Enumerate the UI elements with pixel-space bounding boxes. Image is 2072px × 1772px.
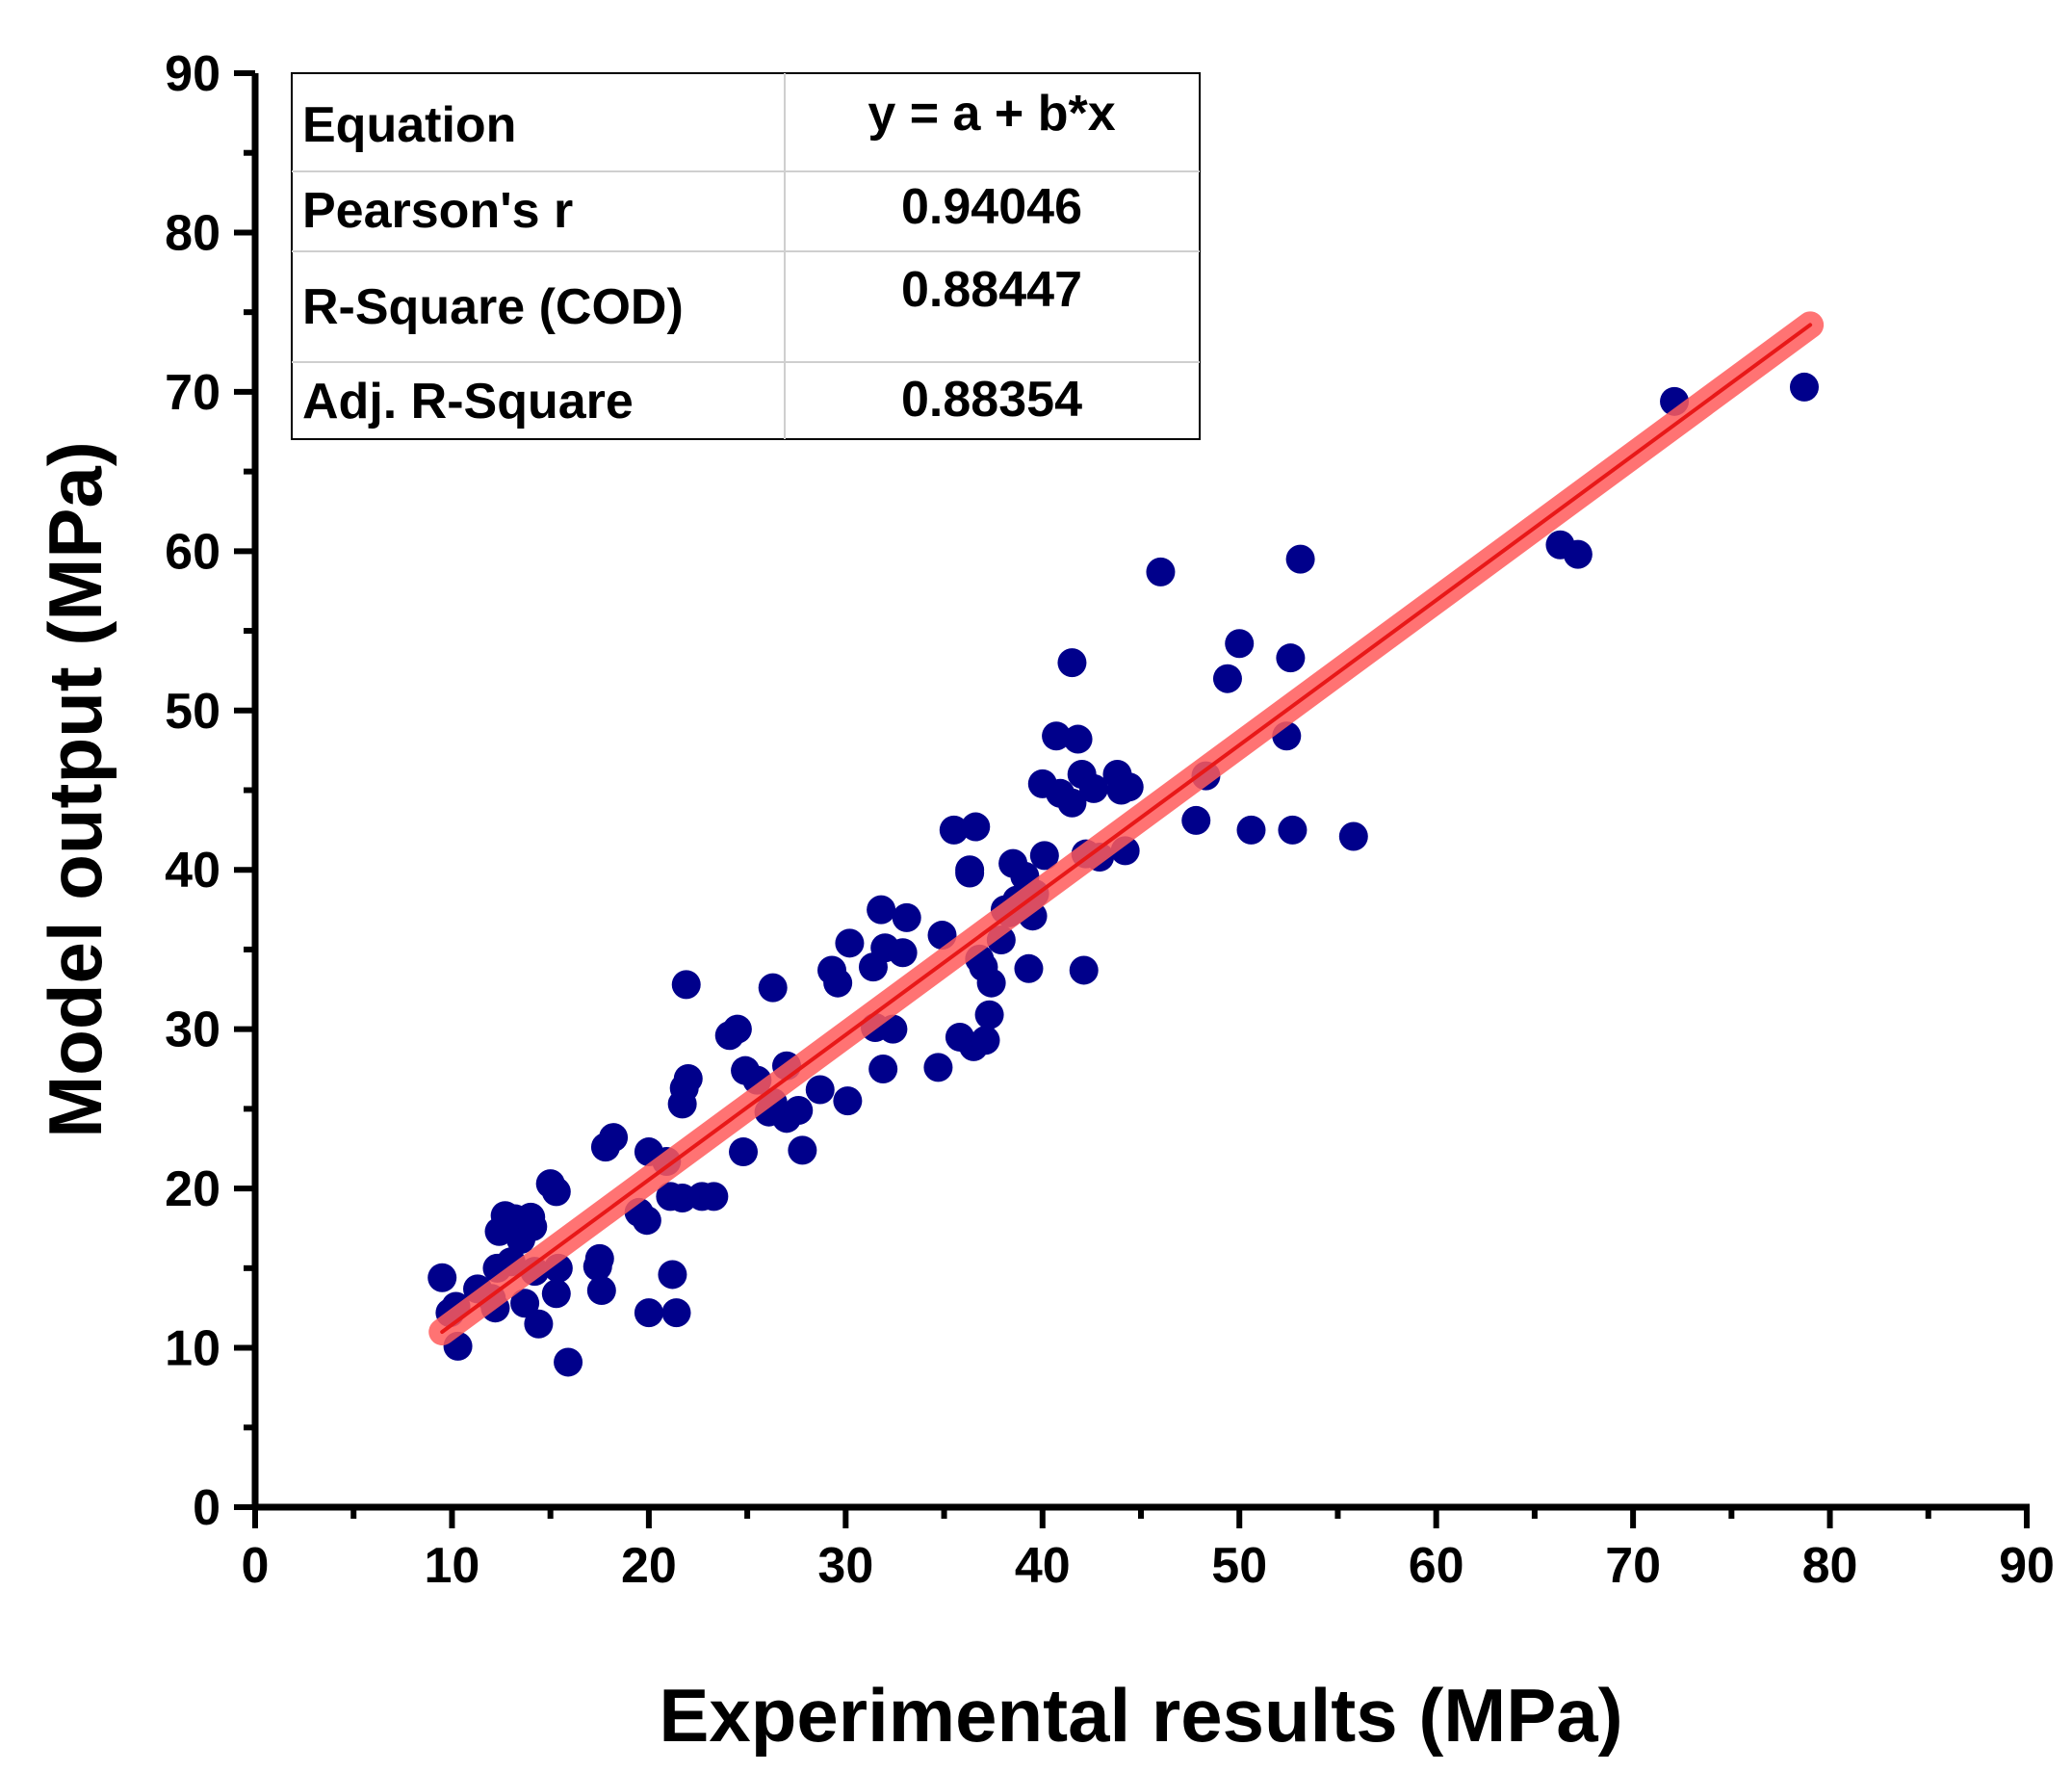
data-point <box>1146 557 1176 586</box>
data-point <box>1014 953 1044 983</box>
x-tick-label: 60 <box>1409 1538 1464 1594</box>
x-axis-ticks: 0 10 20 30 40 50 60 70 80 90 <box>242 1507 2055 1594</box>
fit-line-group <box>428 311 1825 1346</box>
data-point <box>661 1298 691 1328</box>
y-tick-label: 90 <box>165 46 220 102</box>
data-point <box>805 1075 835 1105</box>
stats-label-equation: Equation <box>302 97 516 153</box>
data-point <box>599 1123 629 1153</box>
y-tick-label: 50 <box>165 684 220 740</box>
stats-label-pearson: Pearson's r <box>302 183 573 239</box>
stats-value-pearson: 0.94046 <box>901 179 1082 235</box>
data-point <box>974 1000 1004 1029</box>
data-point <box>833 1086 863 1116</box>
data-point <box>673 1063 703 1093</box>
data-point <box>976 968 1006 998</box>
data-point <box>823 968 853 998</box>
x-axis-title: Experimental results (MPa) <box>659 1673 1622 1758</box>
data-point <box>1789 372 1819 402</box>
y-tick-label: 70 <box>165 365 220 421</box>
stats-value-equation: y = a + b*x <box>868 86 1115 142</box>
x-tick-label: 90 <box>1999 1538 2055 1594</box>
data-point <box>939 815 969 845</box>
data-point <box>1078 773 1108 803</box>
data-point <box>868 1055 898 1084</box>
y-tick-label: 40 <box>165 843 220 899</box>
stats-table-border <box>291 72 1201 440</box>
stats-value-rsquare: 0.88447 <box>901 262 1082 318</box>
data-point <box>510 1289 540 1318</box>
fit-line <box>440 323 1813 1335</box>
data-point <box>835 928 865 958</box>
data-point <box>518 1212 548 1241</box>
data-point <box>758 973 788 1003</box>
x-tick-label: 20 <box>621 1538 677 1594</box>
x-tick-label: 0 <box>242 1538 270 1594</box>
data-point <box>892 902 921 932</box>
data-point <box>729 1137 759 1167</box>
data-point <box>1563 539 1593 569</box>
stats-table: Equation y = a + b*x Pearson's r 0.94046… <box>291 72 1201 440</box>
data-point <box>632 1206 661 1236</box>
data-point <box>788 1135 817 1165</box>
data-point <box>1212 664 1242 693</box>
x-tick-label: 80 <box>1802 1538 1858 1594</box>
data-point <box>1181 805 1211 835</box>
y-tick-label: 60 <box>165 524 220 580</box>
data-point <box>1278 815 1308 845</box>
data-point <box>524 1309 554 1339</box>
data-point <box>1063 724 1093 754</box>
data-point <box>1029 841 1059 871</box>
data-point <box>1069 955 1099 985</box>
data-point <box>584 1243 614 1273</box>
data-point <box>1057 648 1087 678</box>
data-point <box>1276 643 1306 673</box>
data-point <box>586 1275 616 1305</box>
y-tick-label: 20 <box>165 1161 220 1217</box>
data-point <box>671 970 701 1000</box>
stats-value-adj-rsquare: 0.88354 <box>901 372 1082 428</box>
data-point <box>923 1053 953 1082</box>
data-point <box>1057 788 1087 818</box>
data-point <box>634 1298 663 1328</box>
data-point <box>699 1182 729 1212</box>
x-tick-label: 30 <box>817 1538 873 1594</box>
y-axis-ticks: 0 10 20 30 40 50 60 70 80 90 <box>165 46 255 1536</box>
data-point <box>971 1026 1000 1055</box>
data-point <box>1236 815 1266 845</box>
data-point <box>784 1096 814 1126</box>
data-point <box>541 1279 571 1309</box>
data-point <box>722 1014 752 1044</box>
data-point <box>1338 821 1368 851</box>
data-point <box>961 812 991 842</box>
x-tick-label: 50 <box>1211 1538 1267 1594</box>
y-tick-label: 10 <box>165 1321 220 1377</box>
data-point <box>658 1260 687 1290</box>
y-axis-title: Model output (MPa) <box>33 441 117 1138</box>
data-point <box>1114 772 1144 802</box>
y-tick-label: 80 <box>165 205 220 261</box>
data-point <box>1042 721 1072 751</box>
stats-label-adj-rsquare: Adj. R-Square <box>302 374 634 430</box>
data-point <box>554 1347 583 1377</box>
stats-label-rsquare: R-Square (COD) <box>302 279 684 335</box>
data-point <box>867 895 896 925</box>
data-point <box>541 1177 571 1207</box>
data-point <box>1285 544 1315 574</box>
data-points <box>427 372 1819 1377</box>
data-point <box>427 1263 457 1292</box>
x-tick-label: 10 <box>425 1538 480 1594</box>
x-tick-label: 40 <box>1015 1538 1071 1594</box>
data-point <box>888 938 918 968</box>
data-point <box>955 858 985 888</box>
y-tick-label: 30 <box>165 1003 220 1058</box>
y-tick-label: 0 <box>193 1480 220 1536</box>
data-point <box>1225 629 1255 659</box>
x-tick-label: 70 <box>1605 1538 1661 1594</box>
